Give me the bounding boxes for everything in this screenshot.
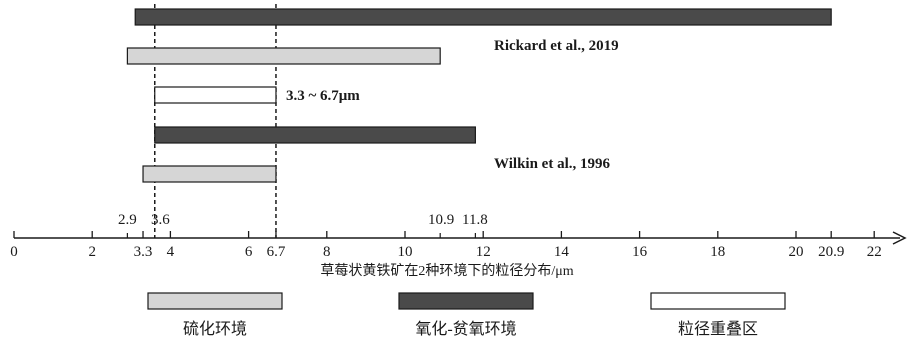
- tick-label: 22: [867, 244, 882, 260]
- legend-label: 氧化-贫氧环境: [415, 319, 516, 338]
- range-bar-sulfide: [126, 47, 441, 65]
- range-bars: [126, 8, 832, 183]
- tick-label: 10: [398, 244, 413, 260]
- reference-lines: [154, 4, 277, 238]
- tick-label: 6: [245, 244, 253, 260]
- range-bar-overlap: [154, 86, 277, 104]
- range-bar-oxic: [154, 126, 476, 144]
- legend-swatch-oxic: [398, 292, 534, 310]
- tick-label: 18: [710, 244, 725, 260]
- upper-tick-label: 10.9: [428, 212, 454, 228]
- tick-label: 12: [476, 244, 491, 260]
- tick-label: 3.3: [134, 244, 153, 260]
- bar-label: Wilkin et al., 1996: [494, 156, 610, 172]
- legend-swatch-sulfide: [147, 292, 283, 310]
- tick-label: 16: [632, 244, 648, 260]
- bar-labels: Rickard et al., 2019 3.3 ~ 6.7μm Wilkin et…: [286, 38, 619, 172]
- range-bar-oxic: [134, 8, 832, 26]
- tick-label: 2: [88, 244, 96, 260]
- tick-label: 14: [554, 244, 570, 260]
- x-axis: [14, 231, 907, 245]
- x-axis-label: 草莓状黄铁矿在2种环境下的粒径分布/μm: [320, 262, 573, 279]
- tick-label: 8: [323, 244, 331, 260]
- tick-label: 6.7: [267, 244, 286, 260]
- upper-tick-label: 11.8: [462, 212, 488, 228]
- x-axis-ticks: 0 2 3.3 4 6 6.7 8 10 12 14 16 18 20 20.9 22 2.9 3.6 10.9 1…: [10, 212, 881, 260]
- bar-label: 3.3 ~ 6.7μm: [286, 88, 360, 104]
- upper-tick-label: 3.6: [151, 212, 170, 228]
- legend: 硫化环境 氧化-贫氧环境 粒径重叠区: [147, 292, 786, 338]
- x-axis-arrow-icon: [892, 231, 907, 245]
- tick-label: 0: [10, 244, 18, 260]
- range-bar-sulfide: [142, 165, 277, 183]
- legend-label: 硫化环境: [183, 319, 247, 338]
- legend-label: 粒径重叠区: [678, 320, 758, 338]
- tick-label: 20.9: [818, 244, 844, 260]
- tick-label: 4: [167, 244, 175, 260]
- upper-tick-label: 2.9: [118, 212, 137, 228]
- tick-label: 20: [789, 244, 804, 260]
- legend-swatch-overlap: [650, 292, 786, 310]
- bar-label: Rickard et al., 2019: [494, 38, 619, 54]
